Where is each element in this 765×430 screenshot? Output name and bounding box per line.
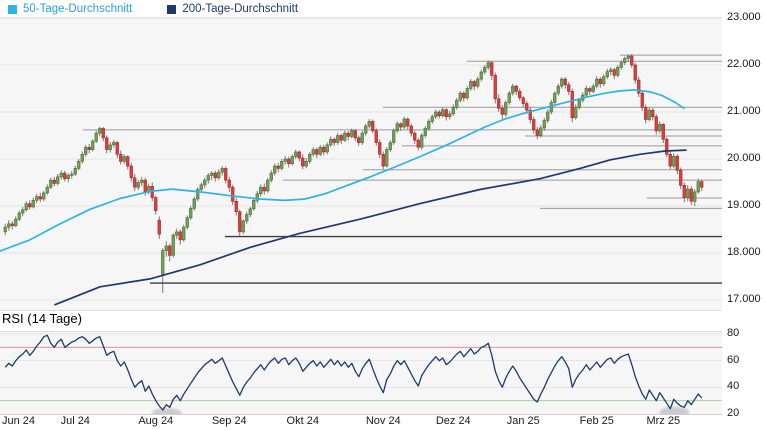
rsi-chart <box>0 333 722 414</box>
legend-label-ma50: 50-Tage-Durchschnitt <box>23 3 133 15</box>
price-tick-label: 20.000 <box>727 152 761 164</box>
ma200-swatch-icon <box>167 4 177 14</box>
ma50-swatch-icon <box>8 4 17 14</box>
candlestick-chart <box>0 18 722 306</box>
legend-item-ma200[interactable]: 200-Tage-Durchschnitt <box>167 3 298 15</box>
rsi-tick-label: 40 <box>727 380 740 393</box>
price-tick-label: 18.000 <box>727 246 761 258</box>
month-label: Jan 25 <box>506 415 540 427</box>
price-tick-label: 22.000 <box>727 58 761 70</box>
legend-label-ma200: 200-Tage-Durchschnitt <box>182 3 299 15</box>
price-chart-panel[interactable] <box>0 17 722 311</box>
legend-item-ma50[interactable]: 50-Tage-Durchschnitt <box>8 3 132 15</box>
month-label: Okt 24 <box>286 415 319 427</box>
rsi-tick-label: 60 <box>727 353 740 366</box>
price-tick-label: 21.000 <box>727 105 761 117</box>
rsi-panel[interactable] <box>0 331 722 415</box>
chart-legend: 50-Tage-Durchschnitt 200-Tage-Durchschni… <box>8 2 298 16</box>
price-tick-label: 17.000 <box>727 293 761 305</box>
month-label: Aug 24 <box>138 415 174 427</box>
price-tick-label: 19.000 <box>727 199 761 211</box>
month-label: Jun 24 <box>2 415 36 427</box>
month-label: Mrz 25 <box>646 415 681 427</box>
month-label: Dez 24 <box>435 415 471 427</box>
month-label: Sep 24 <box>211 415 247 427</box>
price-tick-label: 23.000 <box>727 11 761 23</box>
rsi-title: RSI (14 Tage) <box>2 311 82 326</box>
rsi-tick-label: 80 <box>727 327 740 339</box>
month-label: Feb 25 <box>579 415 614 427</box>
rsi-tick-label: 20 <box>727 407 740 419</box>
month-label: Nov 24 <box>365 415 401 427</box>
month-label: Jul 24 <box>60 415 90 427</box>
